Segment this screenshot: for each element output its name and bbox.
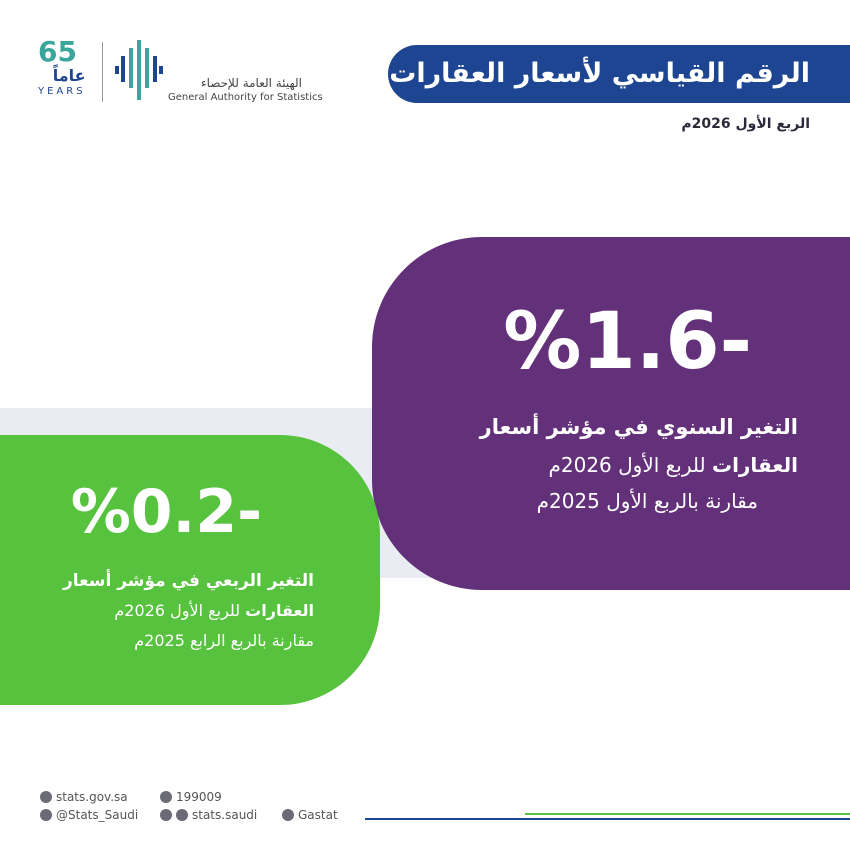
phone-icon (160, 791, 172, 803)
footer-social: stats.saudi (160, 808, 257, 822)
org-name-ar: الهيئة العامة للإحصاء (200, 76, 302, 90)
quarterly-line2-bold: العقارات (245, 601, 314, 620)
quarterly-line1: التغير الربعي في مؤشر أسعار (62, 571, 314, 591)
linkedin-handle: Gastat (298, 808, 338, 822)
facebook-icon (176, 809, 188, 821)
quarterly-value: %0.2- (70, 477, 262, 547)
anniversary-logo: 65 عاماً YEARS (38, 35, 86, 98)
footer-phone: 199009 (160, 790, 222, 804)
footer-x: @Stats_Saudi (40, 808, 138, 822)
website: stats.gov.sa (56, 790, 128, 804)
quarterly-card: %0.2- التغير الربعي في مؤشر أسعار العقار… (0, 435, 380, 705)
annual-line2-bold: العقارات (711, 453, 798, 477)
anniversary-number: 65 (38, 35, 77, 68)
web-icon (40, 791, 52, 803)
footer-line-green (525, 813, 850, 815)
annual-line2-rest: للربع الأول 2026م (548, 453, 712, 477)
quarterly-line2-rest: للربع الأول 2026م (114, 601, 246, 620)
footer-website: stats.gov.sa (40, 790, 128, 804)
phone: 199009 (176, 790, 222, 804)
org-name-en: General Authority for Statistics (168, 92, 323, 103)
quarterly-line2: العقارات للربع الأول 2026م (114, 601, 314, 620)
logo-divider (102, 42, 103, 102)
annual-card: %1.6- التغير السنوي في مؤشر أسعار العقار… (372, 237, 850, 590)
anniversary-ar: عاماً (52, 66, 86, 85)
quarterly-line3: مقارنة بالربع الرابع 2025م (134, 631, 314, 650)
annual-line2: العقارات للربع الأول 2026م (548, 453, 798, 477)
x-icon (40, 809, 52, 821)
footer-linkedin: Gastat (282, 808, 338, 822)
annual-value: %1.6- (503, 297, 752, 387)
title: الرقم القياسي لأسعار العقارات (389, 58, 810, 89)
linkedin-icon (282, 809, 294, 821)
annual-line1: التغير السنوي في مؤشر أسعار (479, 415, 798, 439)
title-banner: الرقم القياسي لأسعار العقارات (388, 45, 850, 103)
annual-line3: مقارنة بالربع الأول 2025م (536, 489, 758, 513)
social-handle: stats.saudi (192, 808, 258, 822)
anniversary-en: YEARS (38, 86, 86, 97)
footer-line-blue (365, 818, 850, 820)
x-handle: @Stats_Saudi (56, 808, 139, 822)
instagram-icon (160, 809, 172, 821)
gastat-icon (115, 40, 163, 100)
period: الربع الأول 2026م (681, 116, 810, 132)
